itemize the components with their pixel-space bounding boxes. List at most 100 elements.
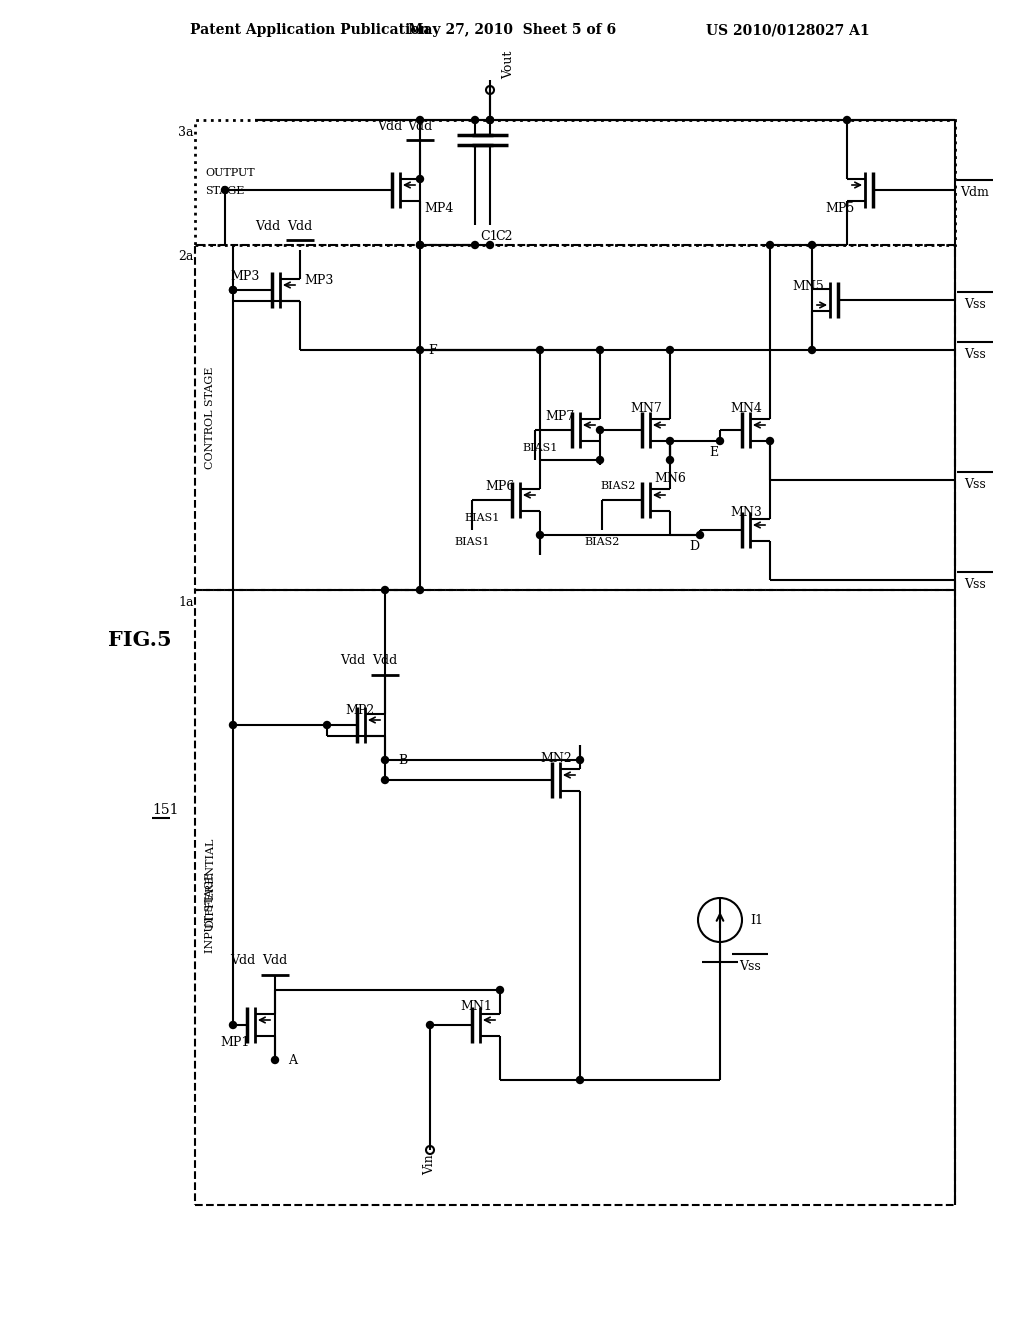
Text: MN4: MN4 [730,401,762,414]
Text: BIAS1: BIAS1 [455,537,489,546]
Circle shape [382,756,388,763]
Circle shape [471,242,478,248]
Text: 1a: 1a [178,595,194,609]
Circle shape [809,242,815,248]
Text: Vdd: Vdd [255,219,281,232]
Text: B: B [398,754,408,767]
Text: INPUT STAGE: INPUT STAGE [205,873,215,953]
Text: Vdd: Vdd [262,954,288,968]
Text: MP3: MP3 [230,269,260,282]
Text: BIAS1: BIAS1 [464,513,500,523]
Circle shape [221,186,228,194]
Text: Vdd: Vdd [340,655,366,668]
Text: STAGE: STAGE [205,186,245,195]
Text: MP6: MP6 [485,479,514,492]
Text: Vdm: Vdm [961,186,989,198]
Circle shape [597,457,603,463]
Circle shape [271,1056,279,1064]
Text: 2a: 2a [178,251,194,264]
Bar [195,246,955,590]
Text: Vdd: Vdd [408,120,432,132]
Text: MP2: MP2 [345,705,374,718]
Circle shape [427,1022,433,1028]
Text: OUTPUT: OUTPUT [205,168,255,177]
Circle shape [537,346,544,354]
Text: BIAS2: BIAS2 [585,537,620,546]
Circle shape [417,176,424,182]
Text: Vout: Vout [502,50,515,79]
Text: BIAS2: BIAS2 [600,480,636,491]
Text: A: A [289,1053,298,1067]
Text: MN5: MN5 [792,280,823,293]
Text: MP7: MP7 [545,409,574,422]
Text: DIFFERENTIAL: DIFFERENTIAL [205,837,215,928]
Text: MN2: MN2 [540,751,571,764]
Circle shape [417,242,424,248]
Text: MP1: MP1 [220,1036,250,1049]
Circle shape [324,722,331,729]
Circle shape [486,116,494,124]
Bar [195,590,955,1205]
Text: Vss: Vss [739,960,761,973]
Circle shape [537,532,544,539]
Text: F: F [428,343,436,356]
Text: 3a: 3a [178,125,194,139]
Circle shape [667,457,674,463]
Text: FIG.5: FIG.5 [108,630,172,649]
Text: BIAS1: BIAS1 [522,444,558,453]
Circle shape [417,586,424,594]
Circle shape [717,437,724,445]
Text: MN6: MN6 [654,471,686,484]
Circle shape [229,722,237,729]
Circle shape [486,116,494,124]
Text: CONTROL STAGE: CONTROL STAGE [205,367,215,469]
Text: May 27, 2010  Sheet 5 of 6: May 27, 2010 Sheet 5 of 6 [408,22,616,37]
Text: Vin: Vin [424,1155,436,1175]
Circle shape [229,286,237,293]
Text: Vdd: Vdd [230,954,256,968]
Text: Vdd: Vdd [373,655,397,668]
Text: Vdd: Vdd [378,120,402,132]
Circle shape [486,242,494,248]
Circle shape [809,346,815,354]
Circle shape [696,532,703,539]
Text: C1: C1 [480,231,498,243]
Text: MN7: MN7 [630,401,662,414]
Text: MN3: MN3 [730,506,762,519]
Text: E: E [710,446,719,459]
Text: Vss: Vss [965,478,986,491]
Bar [195,120,955,246]
Circle shape [497,986,504,994]
Circle shape [577,756,584,763]
Circle shape [382,586,388,594]
Circle shape [667,437,674,445]
Text: US 2010/0128027 A1: US 2010/0128027 A1 [707,22,870,37]
Circle shape [577,1077,584,1084]
Text: Vss: Vss [965,578,986,590]
Circle shape [417,242,424,248]
Text: Vss: Vss [965,347,986,360]
Circle shape [597,346,603,354]
Text: MP4: MP4 [424,202,454,214]
Circle shape [667,346,674,354]
Text: Vdd: Vdd [288,219,312,232]
Circle shape [229,286,237,293]
Text: MP5: MP5 [825,202,854,214]
Circle shape [767,437,773,445]
Text: D: D [689,540,699,553]
Text: Patent Application Publication: Patent Application Publication [190,22,430,37]
Circle shape [471,116,478,124]
Text: MN1: MN1 [460,1001,492,1014]
Text: C2: C2 [495,231,512,243]
Text: 151: 151 [152,803,178,817]
Circle shape [597,426,603,433]
Circle shape [417,346,424,354]
Text: MP3: MP3 [304,273,334,286]
Text: I1: I1 [750,913,763,927]
Circle shape [382,776,388,784]
Circle shape [767,242,773,248]
Circle shape [417,116,424,124]
Circle shape [229,1022,237,1028]
Text: Vss: Vss [965,297,986,310]
Circle shape [844,116,851,124]
